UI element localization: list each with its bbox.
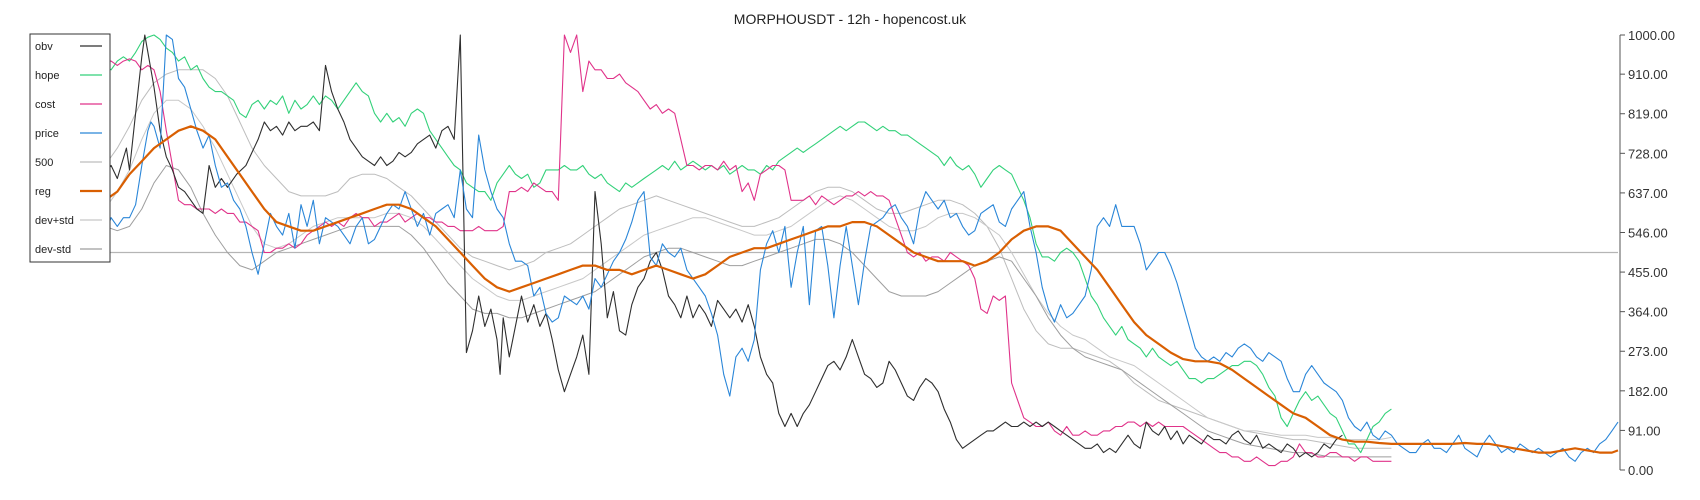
legend-box: [29, 33, 111, 263]
legend-label: hope: [35, 70, 59, 82]
series-line-hope: [104, 34, 1392, 454]
y-tick-label: 637.00: [1628, 186, 1668, 201]
series-line-obv: [104, 34, 1343, 458]
legend-label: cost: [35, 99, 55, 111]
series-line-dev-std: [104, 99, 1392, 441]
y-tick-label: 273.00: [1628, 344, 1668, 359]
legend: obv hope cost price 500 reg dev+std dev-std: [29, 33, 111, 263]
y-tick-label: 728.00: [1628, 146, 1668, 161]
series-line-dev-std: [104, 165, 1392, 458]
series-line-500: [104, 69, 1392, 449]
y-tick-label: 910.00: [1628, 67, 1668, 82]
y-axis: 1000.00 910.00 819.00 728.00 637.00 546.00 455…: [1619, 28, 1675, 478]
legend-label: dev+std: [35, 215, 74, 227]
y-tick-label: 1000.00: [1628, 28, 1675, 43]
plot-area: [85, 34, 1619, 467]
y-tick-label: 182.00: [1628, 384, 1668, 399]
y-tick-label: 364.00: [1628, 305, 1668, 320]
series-line-price: [104, 34, 1619, 462]
y-tick-label: 819.00: [1628, 107, 1668, 122]
chart-title: MORPHOUSDT - 12h - hopencost.uk: [733, 11, 967, 27]
y-tick-label: 0.00: [1628, 463, 1653, 478]
legend-label: reg: [35, 186, 51, 198]
series-line-cost: [105, 34, 1392, 467]
series-line-reg: [104, 125, 1619, 454]
legend-label: price: [35, 128, 59, 140]
legend-label: dev-std: [35, 244, 71, 256]
legend-label: obv: [35, 41, 53, 53]
y-tick-label: 546.00: [1628, 225, 1668, 240]
y-tick-label: 455.00: [1628, 265, 1668, 280]
legend-label: 500: [35, 157, 53, 169]
y-tick-label: 91.00: [1628, 423, 1661, 438]
